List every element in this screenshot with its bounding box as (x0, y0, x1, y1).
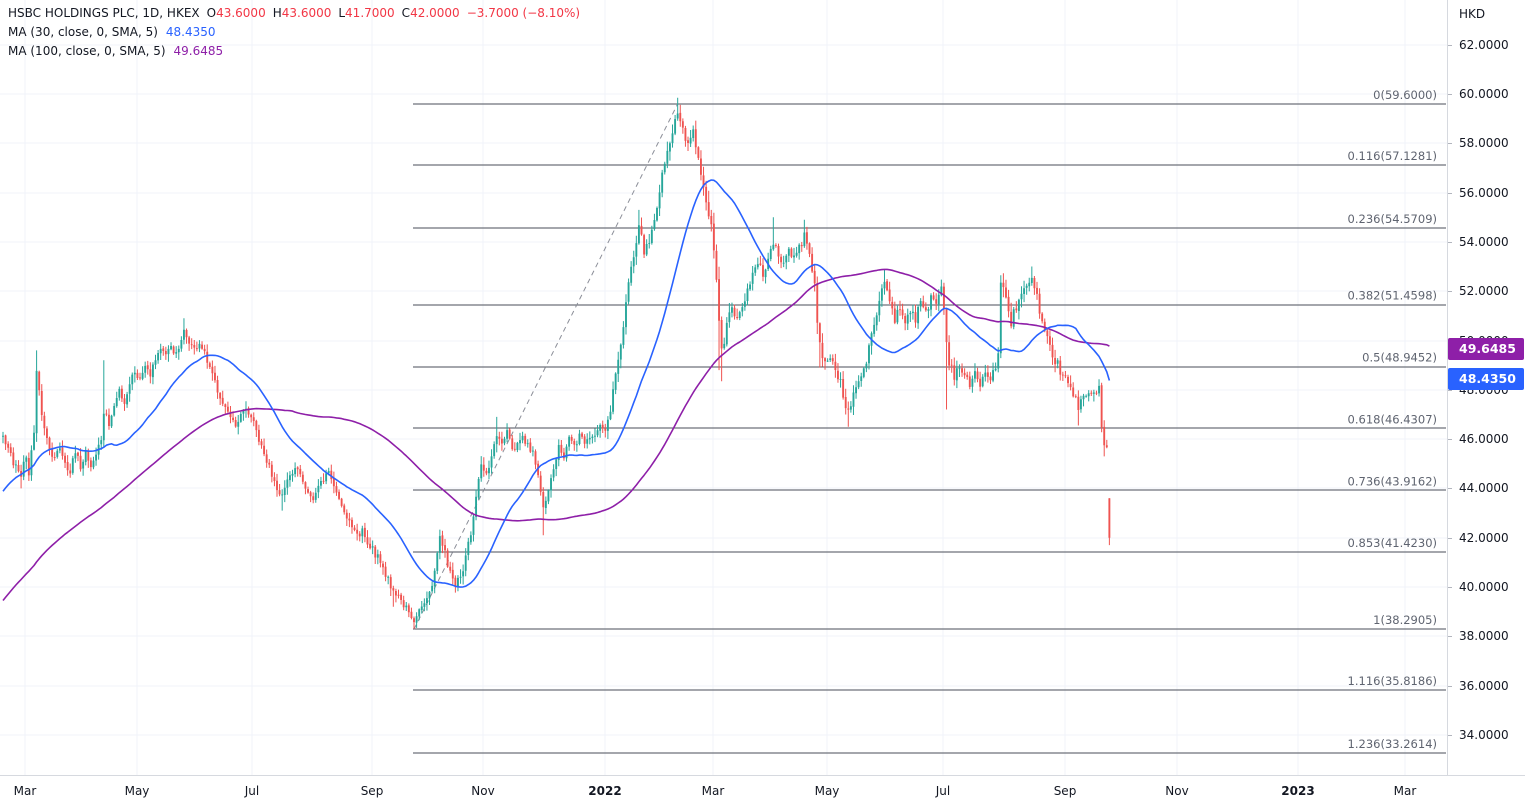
fib-level-label: 1(38.2905) (1373, 613, 1437, 627)
price-tickmark (1448, 94, 1452, 95)
fib-level-label: 0.236(54.5709) (1348, 212, 1437, 226)
time-tick-label: 2023 (1281, 784, 1315, 798)
time-tick-label: 2022 (588, 784, 622, 798)
price-chart-canvas[interactable]: 0(59.6000) 0.116(57.1281) 0.236(54.5709) 0.… (0, 0, 1447, 775)
grid-layer (0, 0, 1447, 775)
currency-label: HKD (1459, 7, 1486, 21)
price-tickmark (1448, 735, 1452, 736)
price-tickmark (1448, 242, 1452, 243)
time-tick-label: Nov (471, 784, 495, 798)
price-tick-label: 34.0000 (1459, 727, 1509, 742)
price-tick-label: 62.0000 (1459, 37, 1509, 52)
price-tickmark (1448, 143, 1452, 144)
ohlc-letter: O (206, 6, 217, 20)
ma30-label[interactable]: MA (30, close, 0, SMA, 5) (8, 25, 158, 39)
ohlc-value: 43.6000 (281, 6, 332, 20)
ma30-value: 48.4350 (165, 25, 216, 39)
trendline[interactable] (413, 103, 679, 630)
legend-ma100-row[interactable]: MA (100, close, 0, SMA, 5) 49.6485 (8, 42, 580, 61)
fib-level-label: 0.618(46.4307) (1348, 412, 1437, 426)
ohlc-letter: C (401, 6, 411, 20)
change-value: −3.7000 (−8.10%) (466, 6, 581, 20)
ohlc-value: 42.0000 (410, 6, 460, 20)
price-tick-label: 38.0000 (1459, 629, 1509, 644)
price-tick-label: 58.0000 (1459, 136, 1509, 151)
price-tick-label: 40.0000 (1459, 580, 1509, 594)
time-tick-label: May (814, 784, 840, 798)
ohlc-letter: H (272, 6, 282, 20)
price-axis[interactable]: HKD 62.0000 60.0000 58.0000 56.0000 54.0000 5… (1447, 0, 1525, 775)
ma100-price-badge: 49.6485 (1448, 338, 1524, 361)
time-axis[interactable]: Mar May Jul Sep Nov 2022 Mar May Jul Sep Nov 2023 Ma… (0, 775, 1525, 811)
fib-level-label: 0(59.6000) (1373, 88, 1437, 102)
symbol-title[interactable]: HSBC HOLDINGS PLC, 1D, HKEX (8, 6, 200, 20)
price-tickmark (1448, 538, 1452, 539)
fib-retracement-tool[interactable] (413, 103, 1446, 754)
time-tick-label: Mar (1393, 784, 1417, 798)
ma30-line[interactable] (2, 179, 1111, 588)
fib-level-label: 0.5(48.9452) (1362, 351, 1437, 365)
price-tickmark (1448, 291, 1452, 292)
time-tick-label: Mar (701, 784, 725, 798)
ohlc-letter: L (338, 6, 346, 20)
fib-labels: 0(59.6000) 0.116(57.1281) 0.236(54.5709) 0.… (1348, 88, 1437, 751)
time-tick-label: Sep (360, 784, 384, 798)
fib-level-label: 1.116(35.8186) (1348, 674, 1437, 688)
price-tickmark (1448, 636, 1452, 637)
price-tickmark (1448, 488, 1452, 489)
price-tickmark (1448, 587, 1452, 588)
price-tick-label: 46.0000 (1459, 432, 1509, 447)
time-tick-label: Jul (244, 784, 260, 798)
price-tickmark (1448, 686, 1452, 687)
time-tick-label: Sep (1053, 784, 1077, 798)
price-tickmark (1448, 45, 1452, 46)
ohlc-value: 41.7000 (345, 6, 395, 20)
fib-level-label: 0.853(41.4230) (1348, 536, 1437, 550)
ma100-value: 49.6485 (173, 44, 224, 58)
price-tick-label: 36.0000 (1459, 678, 1509, 693)
fib-level-label: 1.236(33.2614) (1348, 737, 1437, 751)
price-tick-label: 54.0000 (1459, 234, 1509, 249)
time-tick-label: Mar (13, 784, 37, 798)
ohlc-values: O43.6000 H43.6000 L41.7000 C42.0000 (200, 6, 460, 20)
price-tickmark (1448, 390, 1452, 391)
price-tick-label: 56.0000 (1459, 185, 1509, 200)
time-tick-label: Jul (935, 784, 951, 798)
price-tickmark (1448, 439, 1452, 440)
time-tick-label: May (124, 784, 150, 798)
fib-level-label: 0.736(43.9162) (1348, 474, 1437, 488)
candles-layer (2, 97, 1111, 629)
ma100-line[interactable] (2, 268, 1110, 602)
fib-level-label: 0.382(51.4598) (1348, 289, 1437, 303)
price-tickmark (1448, 193, 1452, 194)
chart-legend: HSBC HOLDINGS PLC, 1D, HKEX O43.6000 H43.6… (8, 4, 580, 61)
time-tick-label: Nov (1165, 784, 1189, 798)
legend-ma30-row[interactable]: MA (30, close, 0, SMA, 5) 48.4350 (8, 23, 580, 42)
price-tick-label: 42.0000 (1459, 530, 1509, 545)
legend-symbol-row[interactable]: HSBC HOLDINGS PLC, 1D, HKEX O43.6000 H43.6… (8, 4, 580, 23)
chart-plot-area[interactable]: 0(59.6000) 0.116(57.1281) 0.236(54.5709) 0.… (0, 0, 1447, 775)
price-tick-label: 60.0000 (1459, 87, 1509, 101)
price-tick-label: 52.0000 (1459, 284, 1509, 299)
price-tick-label: 44.0000 (1459, 481, 1509, 496)
ohlc-value: 43.6000 (216, 6, 266, 20)
ma100-label[interactable]: MA (100, close, 0, SMA, 5) (8, 44, 166, 58)
ma30-price-badge: 48.4350 (1448, 368, 1524, 391)
fib-level-label: 0.116(57.1281) (1348, 149, 1437, 163)
